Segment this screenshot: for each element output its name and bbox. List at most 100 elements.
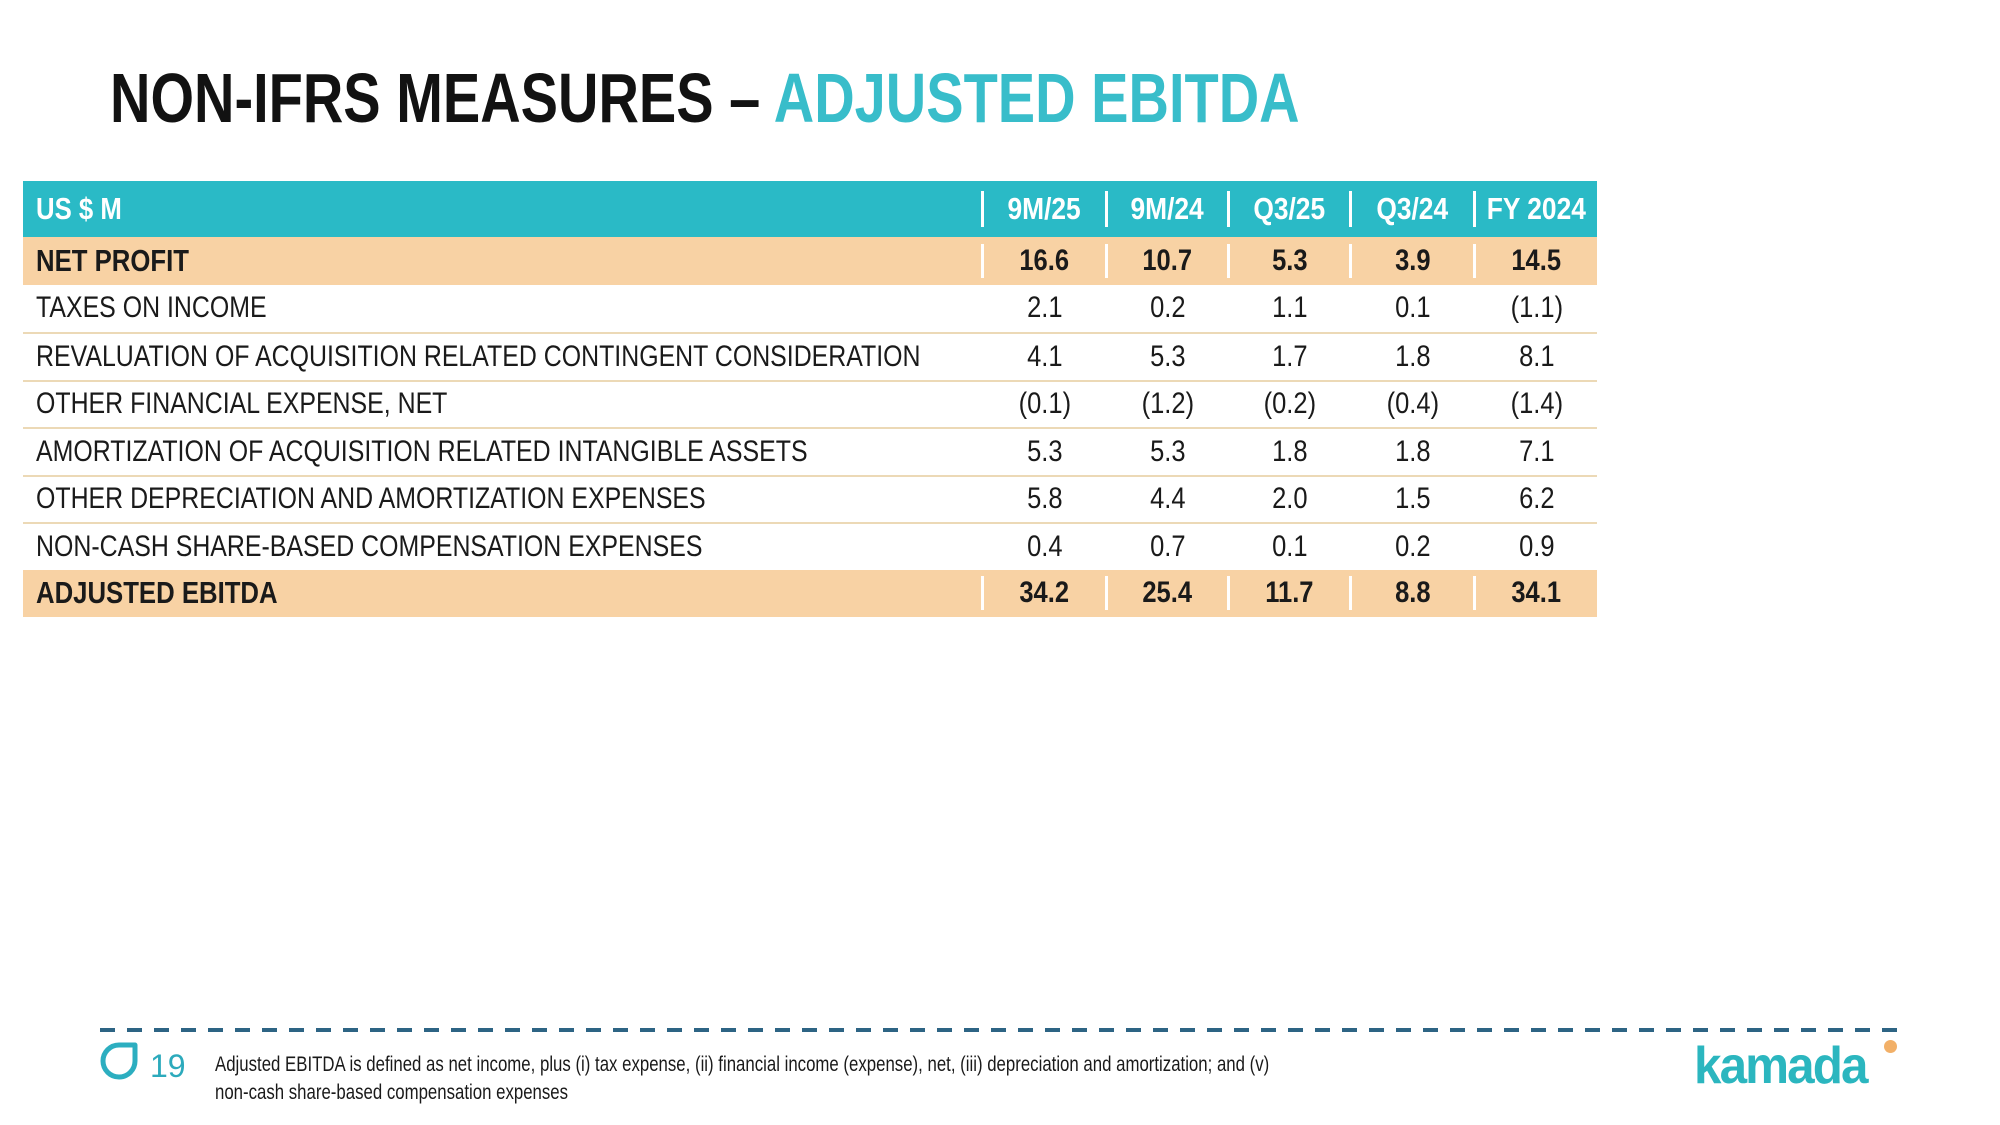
cell-value-text: 1.8 bbox=[1271, 434, 1308, 468]
table-row: REVALUATION OF ACQUISITION RELATED CONTI… bbox=[23, 332, 1597, 380]
row-label: OTHER FINANCIAL EXPENSE, NET bbox=[23, 387, 981, 421]
cell-value: 0.1 bbox=[1349, 291, 1473, 326]
cell-value-text: (1.2) bbox=[1141, 387, 1194, 421]
cell-value: (0.1) bbox=[981, 387, 1105, 422]
cell-value-text: 1.8 bbox=[1394, 434, 1431, 468]
cell-value: 9M/25 bbox=[981, 191, 1105, 227]
table-header-label: US $ M bbox=[23, 191, 981, 227]
cell-value-text: 2.1 bbox=[1026, 291, 1063, 325]
cell-value: 1.8 bbox=[1227, 434, 1349, 469]
cell-value-text: 0.2 bbox=[1149, 291, 1186, 325]
cell-value: 1.5 bbox=[1349, 482, 1473, 517]
cell-value-text: 8.8 bbox=[1394, 576, 1431, 610]
cell-value-text: (1.1) bbox=[1510, 291, 1563, 325]
cell-value-text: (1.4) bbox=[1510, 387, 1563, 421]
cell-value-text: 16.6 bbox=[1019, 243, 1070, 277]
cell-value-text: 1.8 bbox=[1394, 339, 1431, 373]
cell-value-text: 8.1 bbox=[1518, 339, 1555, 373]
cell-value-text: 34.2 bbox=[1019, 576, 1070, 610]
cell-value: 6.2 bbox=[1473, 482, 1597, 517]
cell-value-text: 14.5 bbox=[1511, 243, 1562, 277]
cell-value: 1.7 bbox=[1227, 339, 1349, 374]
cell-value-text: 5.3 bbox=[1149, 339, 1186, 373]
cell-value: 0.4 bbox=[981, 529, 1105, 564]
financial-table: US $ M 9M/25 9M/24 Q3/25 Q3/24 FY 2024 NET PRO… bbox=[23, 181, 1597, 617]
orange-dot-icon bbox=[1884, 1040, 1897, 1053]
cell-value-text: 5.3 bbox=[1149, 434, 1186, 468]
cell-value: (1.4) bbox=[1473, 387, 1597, 422]
cell-value-text: 0.9 bbox=[1518, 529, 1555, 563]
cell-value: Q3/25 bbox=[1227, 191, 1349, 227]
cell-value: 14.5 bbox=[1473, 243, 1597, 278]
cell-value-text: 3.9 bbox=[1394, 243, 1431, 277]
cell-value: 10.7 bbox=[1105, 243, 1227, 278]
cell-value: (1.2) bbox=[1105, 387, 1227, 422]
cell-value: 0.9 bbox=[1473, 529, 1597, 564]
cell-value: 0.7 bbox=[1105, 529, 1227, 564]
cell-value: 9M/24 bbox=[1105, 191, 1227, 227]
table-header-row: US $ M 9M/25 9M/24 Q3/25 Q3/24 FY 2024 bbox=[23, 181, 1597, 237]
cell-value: 0.2 bbox=[1105, 291, 1227, 326]
cell-value-text: 25.4 bbox=[1142, 576, 1193, 610]
cell-value: 5.3 bbox=[1105, 339, 1227, 374]
cell-value-text: Q3/24 bbox=[1376, 191, 1449, 226]
cell-value: 4.1 bbox=[981, 339, 1105, 374]
table-row: AMORTIZATION OF ACQUISITION RELATED INTA… bbox=[23, 427, 1597, 475]
cell-value: (0.4) bbox=[1349, 387, 1473, 422]
cell-value-text: 0.1 bbox=[1271, 529, 1308, 563]
cell-value-text: 5.3 bbox=[1271, 243, 1308, 277]
cell-value-text: 10.7 bbox=[1142, 243, 1193, 277]
cell-value-text: 5.8 bbox=[1026, 482, 1063, 516]
cell-value-text: 1.5 bbox=[1394, 482, 1431, 516]
cell-value: 0.2 bbox=[1349, 529, 1473, 564]
cell-value: 16.6 bbox=[981, 243, 1105, 278]
cell-value: 3.9 bbox=[1349, 243, 1473, 278]
cell-value: 1.1 bbox=[1227, 291, 1349, 326]
cell-value-text: 9M/25 bbox=[1007, 191, 1082, 226]
kamada-logo: kamada bbox=[1694, 1037, 1897, 1095]
cell-value-text: 0.4 bbox=[1026, 529, 1063, 563]
page-title-teal: ADJUSTED EBITDA bbox=[773, 59, 1300, 137]
cell-value-text: 0.1 bbox=[1394, 291, 1431, 325]
kamada-logo-text: kamada bbox=[1694, 1037, 1868, 1095]
cell-value-text: 7.1 bbox=[1518, 434, 1555, 468]
row-label-text: TAXES ON INCOME bbox=[36, 291, 267, 325]
footnote-line-2: non-cash share-based compensation expens… bbox=[215, 1081, 569, 1104]
footnote-line-1: Adjusted EBITDA is defined as net income… bbox=[215, 1053, 1270, 1076]
row-label: AMORTIZATION OF ACQUISITION RELATED INTA… bbox=[23, 435, 981, 469]
cell-value: 5.3 bbox=[1105, 434, 1227, 469]
cell-value: 5.3 bbox=[981, 434, 1105, 469]
cell-value: 2.0 bbox=[1227, 482, 1349, 517]
cell-value-text: 5.3 bbox=[1026, 434, 1063, 468]
cell-value-text: 9M/24 bbox=[1130, 191, 1205, 226]
cell-value: (0.2) bbox=[1227, 387, 1349, 422]
cell-value: 4.4 bbox=[1105, 482, 1227, 517]
row-label-text: OTHER FINANCIAL EXPENSE, NET bbox=[36, 387, 448, 421]
cell-value: FY 2024 bbox=[1473, 191, 1597, 227]
table-header-label-text: US $ M bbox=[36, 191, 122, 226]
row-label: ADJUSTED EBITDA bbox=[23, 575, 981, 611]
cell-value: (1.1) bbox=[1473, 291, 1597, 326]
table-row: NON-CASH SHARE-BASED COMPENSATION EXPENS… bbox=[23, 522, 1597, 570]
cell-value-text: 1.1 bbox=[1271, 291, 1308, 325]
cell-value: 34.2 bbox=[981, 576, 1105, 611]
cell-value: 1.8 bbox=[1349, 434, 1473, 469]
cell-value-text: 34.1 bbox=[1511, 576, 1562, 610]
cell-value-text: 1.7 bbox=[1271, 339, 1308, 373]
cell-value-text: 2.0 bbox=[1271, 482, 1308, 516]
cell-value: 25.4 bbox=[1105, 576, 1227, 611]
cell-value-text: 4.4 bbox=[1149, 482, 1186, 516]
cell-value: Q3/24 bbox=[1349, 191, 1473, 227]
row-label-text: REVALUATION OF ACQUISITION RELATED CONTI… bbox=[36, 339, 921, 373]
row-label: NON-CASH SHARE-BASED COMPENSATION EXPENS… bbox=[23, 530, 981, 564]
page-title: NON-IFRS MEASURES – ADJUSTED EBITDA bbox=[110, 58, 1300, 138]
cell-value: 8.8 bbox=[1349, 576, 1473, 611]
row-label: REVALUATION OF ACQUISITION RELATED CONTI… bbox=[23, 340, 981, 374]
cell-value-text: 11.7 bbox=[1265, 576, 1314, 610]
cell-value-text: 6.2 bbox=[1518, 482, 1555, 516]
cell-value-text: Q3/25 bbox=[1253, 191, 1326, 226]
row-label: NET PROFIT bbox=[23, 243, 981, 279]
footer-divider bbox=[100, 1028, 1905, 1032]
cell-value-text: 4.1 bbox=[1026, 339, 1063, 373]
cell-value-text: (0.4) bbox=[1386, 387, 1439, 421]
